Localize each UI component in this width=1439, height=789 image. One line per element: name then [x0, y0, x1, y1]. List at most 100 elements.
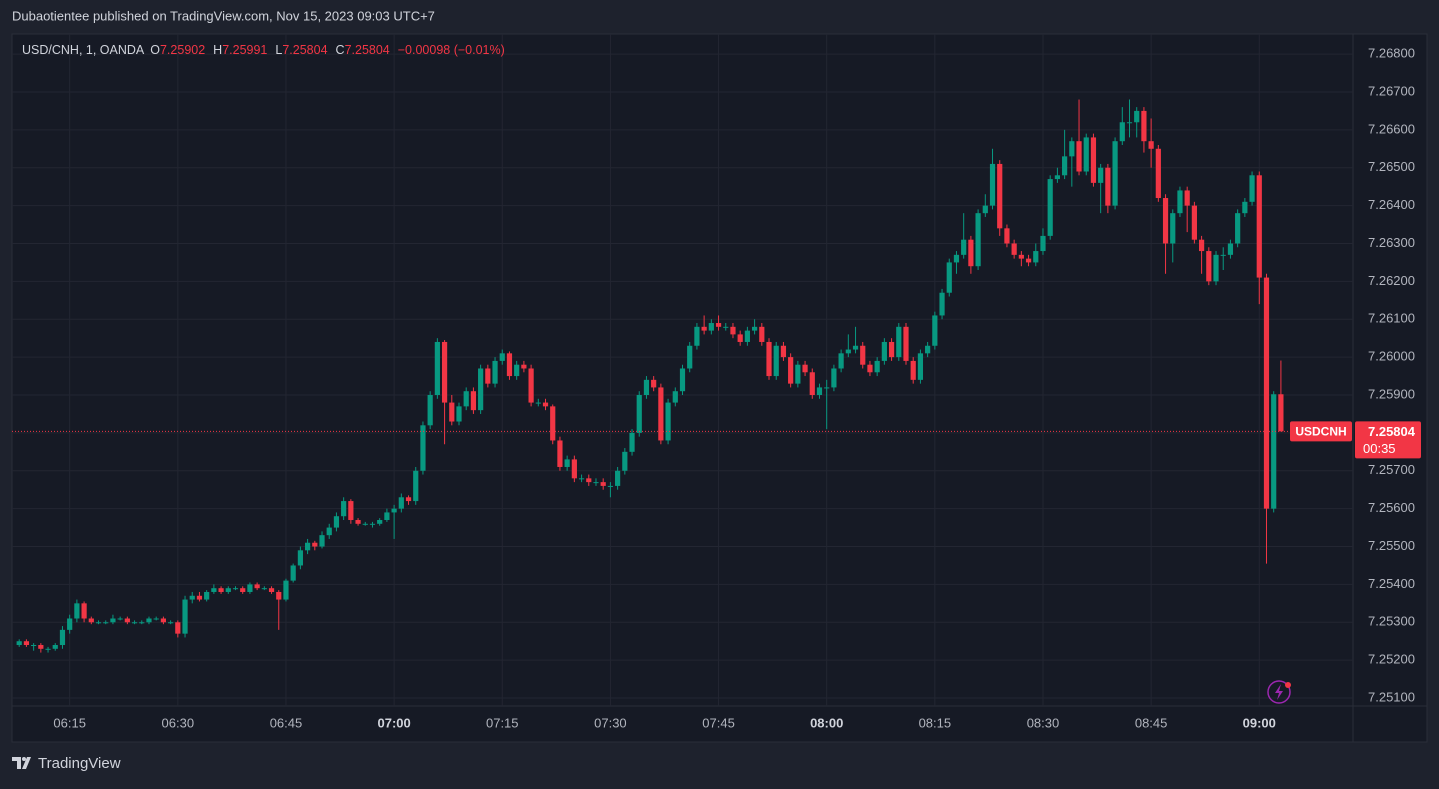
- brand: TradingView: [38, 755, 121, 772]
- candle-body: [737, 334, 743, 342]
- x-tick-label: 08:30: [1027, 715, 1060, 730]
- candle-body: [348, 501, 354, 521]
- candle-body: [189, 595, 195, 600]
- candle-body: [268, 588, 275, 592]
- candle-body: [110, 618, 116, 623]
- candle-body: [593, 482, 599, 484]
- x-tick-label: 07:30: [594, 715, 627, 730]
- candle-body: [780, 345, 787, 358]
- candle-body: [852, 345, 859, 350]
- candle-body: [665, 402, 671, 441]
- candle-body: [182, 599, 188, 634]
- candle-body: [557, 440, 563, 467]
- candles: [16, 99, 1284, 653]
- candle-body: [1090, 137, 1097, 183]
- candle-body: [1162, 198, 1169, 244]
- candle-body: [845, 349, 851, 354]
- candle-body: [95, 622, 102, 624]
- y-tick-label: 7.25400: [1368, 576, 1415, 591]
- candle-body: [449, 402, 455, 422]
- candle-body: [405, 497, 412, 502]
- candle-body: [1040, 235, 1046, 252]
- candle-body: [946, 262, 952, 293]
- candle-body: [319, 535, 325, 547]
- candle-body: [1206, 251, 1212, 282]
- x-tick-label: 06:15: [53, 715, 86, 730]
- y-tick-label: 7.26700: [1368, 83, 1415, 98]
- candle-body: [723, 326, 729, 328]
- candle-body: [1112, 141, 1118, 206]
- candle-body: [1155, 148, 1161, 199]
- chart-frame: [11, 33, 1428, 743]
- candle-body: [1191, 205, 1197, 240]
- candle-body: [1184, 190, 1190, 206]
- y-tick-label: 7.25300: [1368, 614, 1415, 629]
- legend: USD/CNH, 1, OANDA O7.25902 H7.25991 L7.2580…: [22, 43, 505, 57]
- candle-body: [788, 357, 794, 384]
- candle-body: [953, 254, 960, 263]
- candle-body: [196, 595, 203, 600]
- candle-body: [1076, 141, 1082, 172]
- candle-body: [362, 523, 368, 525]
- legend-key: O: [150, 43, 160, 57]
- candle-body: [1227, 243, 1234, 255]
- candle-body: [168, 622, 174, 624]
- candle-body: [377, 520, 383, 524]
- candle-body: [824, 387, 830, 389]
- candle-body: [1119, 122, 1125, 142]
- candle-body: [1170, 213, 1176, 244]
- candle-body: [312, 542, 318, 547]
- candle-body: [1220, 254, 1226, 256]
- candle-body: [175, 622, 181, 634]
- candle-body: [643, 379, 650, 396]
- candle-body: [1025, 258, 1032, 263]
- lightning-icon: [1267, 680, 1291, 704]
- legend-value: 7.25804: [345, 43, 390, 57]
- candle-body: [391, 508, 397, 513]
- candle-body: [153, 618, 159, 620]
- candle-body: [254, 584, 260, 589]
- candle-body: [456, 406, 462, 422]
- candle-body: [74, 603, 80, 619]
- candle-body: [809, 372, 815, 396]
- candle-body: [297, 550, 303, 566]
- candle-body: [146, 618, 152, 623]
- candle-body: [204, 591, 210, 600]
- candle-body: [701, 326, 707, 331]
- candle-body: [506, 353, 513, 377]
- candle-body: [52, 645, 58, 649]
- candle-body: [629, 432, 635, 452]
- symbol-tag: [1290, 421, 1352, 442]
- candle-body: [1235, 213, 1241, 244]
- candle-body: [989, 163, 996, 206]
- x-tick-label: 07:45: [702, 715, 735, 730]
- candle-body: [1098, 167, 1104, 183]
- candle-body: [528, 368, 534, 403]
- x-tick-label: 08:00: [810, 715, 843, 730]
- candle-body: [139, 622, 145, 624]
- candle-body: [283, 580, 289, 600]
- candle-body: [1141, 110, 1147, 142]
- candle-body: [420, 425, 426, 471]
- candle-body: [1177, 190, 1183, 214]
- candle-body: [369, 523, 376, 525]
- candle-body: [795, 364, 801, 384]
- y-tick-label: 7.26300: [1368, 235, 1415, 250]
- candle-body: [117, 618, 123, 620]
- candle-body: [622, 451, 628, 471]
- y-tick-label: 7.25900: [1368, 386, 1415, 401]
- candle-body: [521, 364, 527, 369]
- candle-body: [463, 391, 469, 407]
- candle-body: [939, 292, 945, 316]
- y-tick-label: 7.26500: [1368, 159, 1415, 174]
- header-text: Dubaotientee published on TradingView.co…: [12, 8, 435, 23]
- y-tick-label: 7.25100: [1368, 689, 1415, 704]
- candle-body: [586, 478, 592, 483]
- candle-body: [124, 618, 130, 623]
- candle-body: [759, 326, 765, 342]
- candle-body: [903, 326, 909, 361]
- candle-body: [31, 645, 37, 647]
- y-tick-label: 7.25600: [1368, 500, 1415, 515]
- candle-body: [1011, 243, 1017, 255]
- candle-body: [860, 345, 866, 365]
